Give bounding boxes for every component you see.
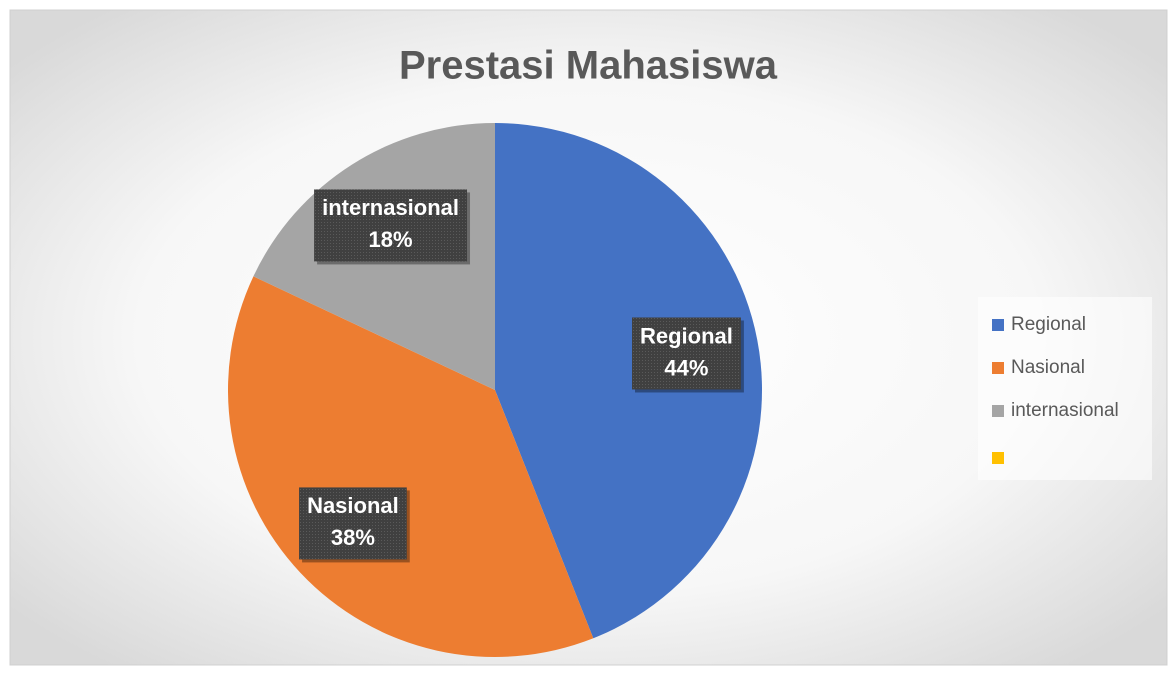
data-label-name: Nasional (307, 493, 399, 518)
data-label: internasional 18% (314, 189, 471, 265)
data-label-box (299, 487, 407, 560)
slices (227, 123, 763, 657)
data-label: Nasional 38% (299, 487, 410, 563)
legend-swatch (992, 452, 1004, 464)
legend-swatch (992, 362, 1004, 374)
legend-swatch (992, 405, 1004, 417)
legend-label: Regional (1011, 314, 1086, 335)
data-label-name: internasional (322, 195, 459, 220)
legend-box (978, 297, 1152, 480)
pie-slice (227, 276, 594, 657)
legend: Regional Nasional internasional (992, 314, 1119, 464)
chart-title: Prestasi Mahasiswa (399, 44, 778, 88)
data-label-box (314, 189, 468, 262)
data-label-value: 38% (331, 525, 375, 550)
data-label-name: Regional (640, 323, 733, 348)
legend-swatch (992, 319, 1004, 331)
legend-label: internasional (1011, 400, 1119, 421)
data-label-value: 18% (369, 227, 413, 252)
data-label-box (632, 317, 741, 390)
legend-label: Nasional (1011, 357, 1085, 378)
pie-slice (495, 123, 763, 639)
data-labels: Regional 44% Nasional 38% internasional 18% (299, 189, 744, 563)
data-label-value: 44% (664, 355, 708, 380)
data-label: Regional 44% (632, 317, 744, 393)
